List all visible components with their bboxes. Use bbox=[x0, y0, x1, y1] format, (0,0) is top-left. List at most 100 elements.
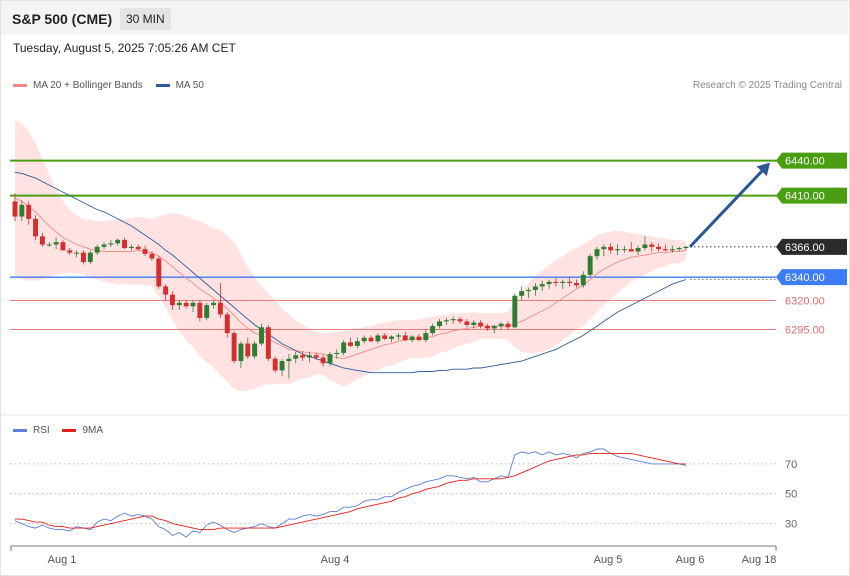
candle bbox=[553, 281, 559, 283]
price-legend: MA 20 + Bollinger Bands MA 50 bbox=[13, 80, 204, 91]
candle bbox=[402, 335, 408, 341]
candlesticks bbox=[12, 193, 689, 379]
candle bbox=[375, 335, 381, 342]
level-tag-6410.00 bbox=[776, 187, 847, 204]
candle bbox=[238, 343, 244, 362]
candle bbox=[12, 201, 18, 217]
candle bbox=[217, 302, 223, 315]
candle bbox=[594, 249, 600, 257]
candle bbox=[231, 333, 237, 362]
candle bbox=[621, 249, 627, 251]
rsi-tick-70: 70 bbox=[785, 459, 797, 471]
legend-label-rsi: RSI bbox=[33, 425, 50, 436]
candle bbox=[519, 291, 525, 296]
x-axis: Aug 1 Aug 4 Aug 5 Aug 6 Aug 18 bbox=[10, 545, 777, 566]
candle bbox=[170, 294, 175, 306]
legend-item-rsi: RSI bbox=[13, 425, 50, 436]
candle bbox=[526, 289, 531, 292]
rsi-legend: RSI 9MA bbox=[13, 425, 103, 436]
rsi-swatch bbox=[13, 428, 27, 432]
candle bbox=[245, 343, 251, 357]
candle bbox=[450, 319, 456, 321]
x-tick-label: Aug 1 bbox=[48, 554, 77, 566]
candle bbox=[39, 236, 45, 245]
x-tick-label: Aug 6 bbox=[676, 554, 705, 566]
candle bbox=[149, 253, 155, 259]
candle bbox=[546, 281, 552, 285]
candle bbox=[313, 355, 319, 358]
candle bbox=[457, 319, 463, 322]
candle bbox=[67, 250, 73, 253]
rsi-panel: 30 50 70 bbox=[10, 448, 797, 538]
candle bbox=[33, 218, 39, 237]
candle bbox=[683, 246, 689, 249]
candle bbox=[53, 242, 59, 245]
candle bbox=[512, 295, 518, 328]
candle bbox=[573, 282, 579, 286]
candle bbox=[19, 204, 25, 217]
candle bbox=[115, 239, 121, 244]
arrow-shaft bbox=[688, 170, 763, 248]
moving-averages bbox=[14, 171, 687, 374]
candle bbox=[437, 321, 442, 327]
candle bbox=[642, 244, 648, 249]
ma50-swatch bbox=[155, 83, 170, 87]
candle bbox=[354, 341, 360, 346]
level-label-6410.00: 6410.00 bbox=[785, 191, 825, 203]
candle bbox=[443, 320, 449, 322]
candle bbox=[108, 243, 114, 245]
candle bbox=[430, 326, 436, 334]
candle bbox=[409, 336, 415, 341]
candle bbox=[334, 352, 340, 355]
candle bbox=[87, 252, 93, 262]
candle bbox=[341, 342, 347, 353]
candle bbox=[176, 302, 182, 306]
rsi-tick-30: 30 bbox=[785, 519, 797, 531]
level-label-6295.00: 6295.00 bbox=[785, 325, 825, 337]
price-levels bbox=[10, 159, 778, 331]
candle bbox=[656, 246, 662, 250]
candle bbox=[498, 323, 504, 327]
candle bbox=[478, 322, 484, 327]
ma50-line bbox=[14, 171, 687, 374]
candle bbox=[224, 314, 230, 334]
rsi-line bbox=[14, 448, 687, 538]
candle bbox=[491, 326, 497, 329]
candle bbox=[122, 239, 128, 249]
legend-item-ma20: MA 20 + Bollinger Bands bbox=[13, 80, 143, 91]
rsi-ma-swatch bbox=[62, 428, 77, 432]
candle bbox=[101, 244, 107, 247]
candle bbox=[26, 204, 32, 219]
price-level-labels: 6440.00 6410.00 6366.00 6340.00 6320.00 6295.… bbox=[776, 152, 847, 337]
candle bbox=[628, 249, 634, 252]
candle bbox=[204, 305, 210, 318]
arrow-head bbox=[756, 162, 770, 177]
bollinger-band-area bbox=[15, 119, 686, 392]
candle bbox=[601, 246, 607, 250]
header-bar: S&P 500 (CME) 30 MIN bbox=[1, 1, 848, 35]
level-label-6366.00: 6366.00 bbox=[785, 242, 825, 254]
candle bbox=[286, 358, 292, 362]
level-tag-6340.00 bbox=[776, 269, 847, 286]
legend-item-ma50: MA 50 bbox=[155, 80, 204, 91]
candle bbox=[293, 355, 299, 359]
candle bbox=[183, 302, 189, 307]
candle bbox=[94, 246, 100, 253]
candle bbox=[505, 323, 511, 328]
candle bbox=[272, 358, 278, 371]
candle bbox=[190, 302, 196, 307]
timeframe-badge[interactable]: 30 MIN bbox=[120, 8, 171, 30]
candle bbox=[128, 246, 134, 249]
candle bbox=[532, 286, 538, 290]
x-tick-label: Aug 18 bbox=[742, 554, 777, 566]
candle bbox=[306, 355, 312, 358]
candle bbox=[197, 302, 203, 318]
report-datetime: Tuesday, August 5, 2025 7:05:26 AM CET bbox=[13, 41, 236, 55]
legend-label-9ma: 9MA bbox=[82, 425, 104, 436]
candle bbox=[259, 327, 264, 344]
candle bbox=[471, 322, 477, 325]
level-label-6320.00: 6320.00 bbox=[785, 295, 825, 307]
candle bbox=[265, 327, 271, 359]
legend-label-ma20: MA 20 + Bollinger Bands bbox=[33, 80, 143, 91]
